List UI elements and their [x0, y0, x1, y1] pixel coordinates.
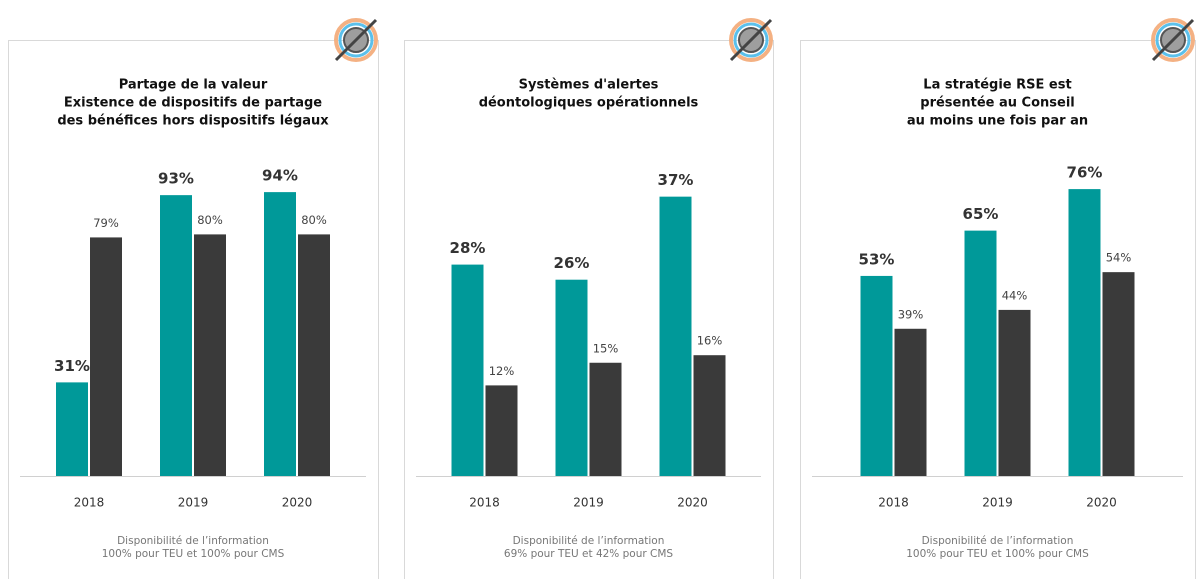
chart-title: Existence de dispositifs de partage	[64, 96, 322, 111]
icon-ring	[729, 18, 773, 62]
bar	[1068, 189, 1101, 476]
bar	[451, 264, 484, 476]
bar	[860, 275, 893, 476]
x-tick-label: 2019	[178, 496, 209, 510]
data-label: 28%	[450, 239, 486, 257]
chart-title: Systèmes d'alertes	[519, 78, 659, 93]
data-label: 53%	[859, 250, 895, 268]
footnote: Disponibilité de l’information	[117, 535, 269, 547]
bar	[90, 237, 122, 476]
data-label: 39%	[898, 307, 924, 321]
x-tick-label: 2018	[878, 496, 909, 510]
data-label: 94%	[262, 167, 298, 185]
icon-line	[334, 18, 378, 62]
icon	[729, 18, 773, 62]
data-label: 37%	[658, 171, 694, 189]
bar	[659, 196, 692, 476]
data-label: 76%	[1067, 164, 1103, 182]
bar	[1102, 272, 1135, 476]
chart-title: La stratégie RSE est	[923, 78, 1071, 93]
footnote: Disponibilité de l’information	[513, 535, 665, 547]
bar	[485, 385, 518, 476]
footnote: 69% pour TEU et 42% pour CMS	[504, 548, 674, 560]
bar	[894, 328, 927, 476]
chart-title: des bénéfices hors dispositifs légaux	[57, 114, 329, 129]
x-tick-label: 2020	[282, 496, 313, 510]
chart-title: Partage de la valeur	[119, 78, 268, 93]
data-label: 12%	[489, 364, 515, 378]
data-label: 93%	[158, 170, 194, 188]
footnote: Disponibilité de l’information	[922, 535, 1074, 547]
bar	[693, 355, 726, 476]
bar	[264, 192, 296, 476]
data-label: 54%	[1106, 251, 1132, 265]
x-tick-label: 2020	[1086, 496, 1117, 510]
chart-title: au moins une fois par an	[907, 114, 1088, 129]
chart-title: déontologiques opérationnels	[479, 96, 699, 111]
data-label: 44%	[1002, 288, 1028, 302]
footnote: 100% pour TEU et 100% pour CMS	[102, 548, 285, 560]
icon	[1151, 18, 1195, 62]
data-label: 16%	[697, 334, 723, 348]
data-label: 80%	[301, 213, 327, 227]
bar	[964, 230, 997, 476]
icon-ring	[1151, 18, 1195, 62]
bar	[56, 382, 88, 476]
bar	[589, 362, 622, 476]
icon-line	[1151, 18, 1195, 62]
bar	[298, 234, 330, 476]
data-label: 65%	[963, 205, 999, 223]
icon-line	[729, 18, 773, 62]
data-label: 15%	[593, 341, 619, 355]
x-tick-label: 2020	[677, 496, 708, 510]
x-tick-label: 2019	[982, 496, 1013, 510]
chart-title: présentée au Conseil	[920, 96, 1074, 111]
data-label: 31%	[54, 357, 90, 375]
data-label: 79%	[93, 216, 119, 230]
bar	[555, 279, 588, 476]
x-tick-label: 2018	[469, 496, 500, 510]
icon	[334, 18, 378, 62]
bar	[160, 195, 192, 476]
icon-ring	[334, 18, 378, 62]
bar	[194, 234, 226, 476]
icon-ring	[338, 22, 374, 58]
icon-ring	[1155, 22, 1191, 58]
footnote: 100% pour TEU et 100% pour CMS	[906, 548, 1089, 560]
data-label: 26%	[554, 254, 590, 272]
data-label: 80%	[197, 213, 223, 227]
x-tick-label: 2018	[74, 496, 105, 510]
x-tick-label: 2019	[573, 496, 604, 510]
bar	[998, 309, 1031, 476]
icon-ring	[733, 22, 769, 58]
